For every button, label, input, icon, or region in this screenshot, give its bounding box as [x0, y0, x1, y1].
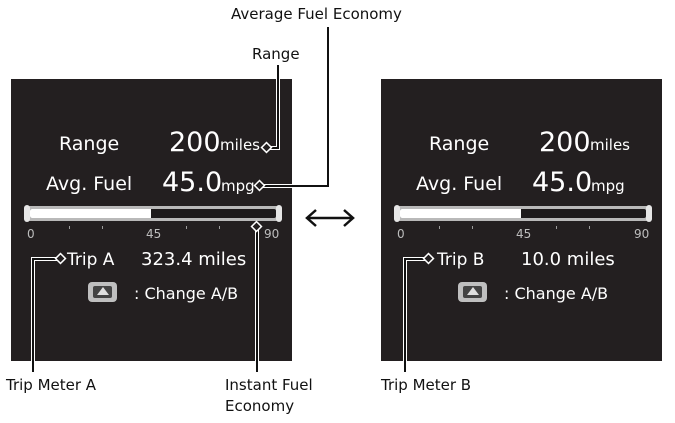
change-ab-label: : Change A/B [504, 284, 609, 303]
change-ab-label: : Change A/B [134, 284, 239, 303]
gauge-tick-45: 45 [146, 227, 162, 241]
avg-fuel-unit: mpg [221, 177, 255, 195]
trip-label: Trip A [67, 250, 115, 270]
trip-value: 323.4 miles [141, 249, 247, 270]
trip-meter-b-callout: Trip Meter B [381, 376, 472, 394]
swap-arrow-icon [305, 209, 355, 227]
avg-fuel-label: Avg. Fuel [416, 173, 503, 195]
gauge-tick-45: 45 [516, 227, 532, 241]
instant-fuel-gauge-fill [400, 209, 521, 218]
trip-label: Trip B [437, 250, 485, 270]
instant-fuel-gauge-fill [30, 209, 151, 218]
avg-fuel-label: Avg. Fuel [46, 173, 133, 195]
trip-meter-a-callout: Trip Meter A [6, 376, 97, 394]
range-unit: miles [590, 136, 630, 154]
avg-fuel-value: 45.0 [532, 167, 593, 198]
display-screen-trip-b: Range 200 miles Avg. Fuel 45.0 mpg 0 45 … [381, 79, 662, 361]
range-value: 200 [539, 127, 591, 158]
instant-fuel-gauge [24, 205, 282, 222]
range-label: Range [59, 133, 120, 155]
instant-fuel-economy-callout-line2: Economy [225, 397, 295, 415]
average-fuel-economy-callout: Average Fuel Economy [231, 5, 402, 23]
avg-fuel-value: 45.0 [162, 167, 223, 198]
gauge-tick-90: 90 [634, 227, 650, 241]
range-callout: Range [252, 45, 300, 63]
gauge-tick-0: 0 [397, 227, 405, 241]
gauge-tick-90: 90 [264, 227, 280, 241]
gauge-tick-0: 0 [27, 227, 35, 241]
range-unit: miles [220, 136, 260, 154]
display-screen-trip-a: Range 200 miles Avg. Fuel 45.0 mpg 0 45 … [11, 79, 292, 361]
steering-button-icon [88, 282, 117, 302]
range-label: Range [429, 133, 490, 155]
instant-fuel-economy-callout-line1: Instant Fuel [225, 376, 313, 394]
steering-button-icon [458, 282, 487, 302]
trip-value: 10.0 miles [521, 249, 615, 270]
avg-fuel-unit: mpg [591, 177, 625, 195]
instant-fuel-gauge [394, 205, 652, 222]
range-value: 200 [169, 127, 221, 158]
